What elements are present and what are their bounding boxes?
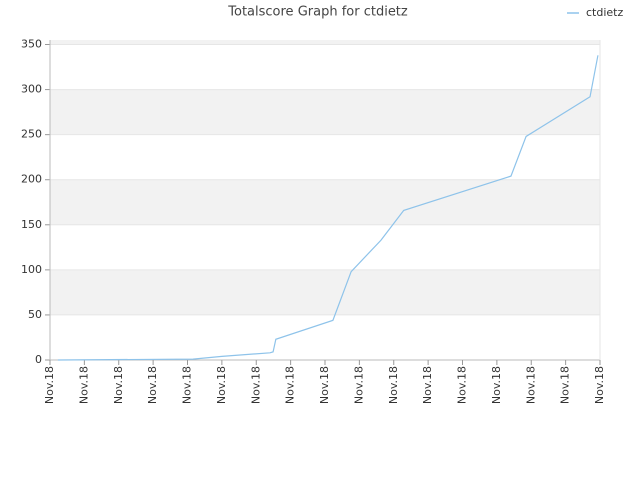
x-tick-label: Nov.18 [318, 366, 331, 404]
grid-band [50, 224, 600, 270]
chart-title: Totalscore Graph for ctdietz [227, 5, 408, 20]
grid-band [50, 89, 600, 135]
grid-band [50, 269, 600, 315]
y-tick-label: 100 [21, 263, 42, 276]
x-tick-label: Nov.18 [77, 366, 90, 404]
x-tick-label: Nov.18 [490, 366, 503, 404]
x-tick-label: Nov.18 [146, 366, 159, 404]
x-tick-label: Nov.18 [284, 366, 297, 404]
grid-band [50, 40, 600, 45]
y-tick-label: 150 [21, 218, 42, 231]
x-tick-label: Nov.18 [215, 366, 228, 404]
x-tick-label: Nov.18 [421, 366, 434, 404]
x-tick-label: Nov.18 [387, 366, 400, 404]
x-tick-label: Nov.18 [181, 366, 194, 404]
x-tick-label: Nov.18 [112, 366, 125, 404]
grid-band [50, 134, 600, 180]
y-tick-label: 300 [21, 83, 42, 96]
y-tick-label: 250 [21, 128, 42, 141]
grid-band [50, 179, 600, 225]
grid-band [50, 314, 600, 360]
x-tick-label: Nov.18 [456, 366, 469, 404]
x-tick-label: Nov.18 [43, 366, 56, 404]
x-tick-label: Nov.18 [249, 366, 262, 404]
y-tick-label: 350 [21, 38, 42, 51]
y-tick-label: 0 [35, 353, 42, 366]
grid-band [50, 44, 600, 90]
x-tick-label: Nov.18 [559, 366, 572, 404]
y-tick-label: 200 [21, 173, 42, 186]
x-tick-label: Nov.18 [352, 366, 365, 404]
x-tick-label: Nov.18 [524, 366, 537, 404]
y-tick-label: 50 [28, 308, 42, 321]
line [57, 55, 599, 361]
x-tick-label: Nov.18 [593, 366, 606, 404]
legend-label: ctdietz [586, 6, 623, 19]
